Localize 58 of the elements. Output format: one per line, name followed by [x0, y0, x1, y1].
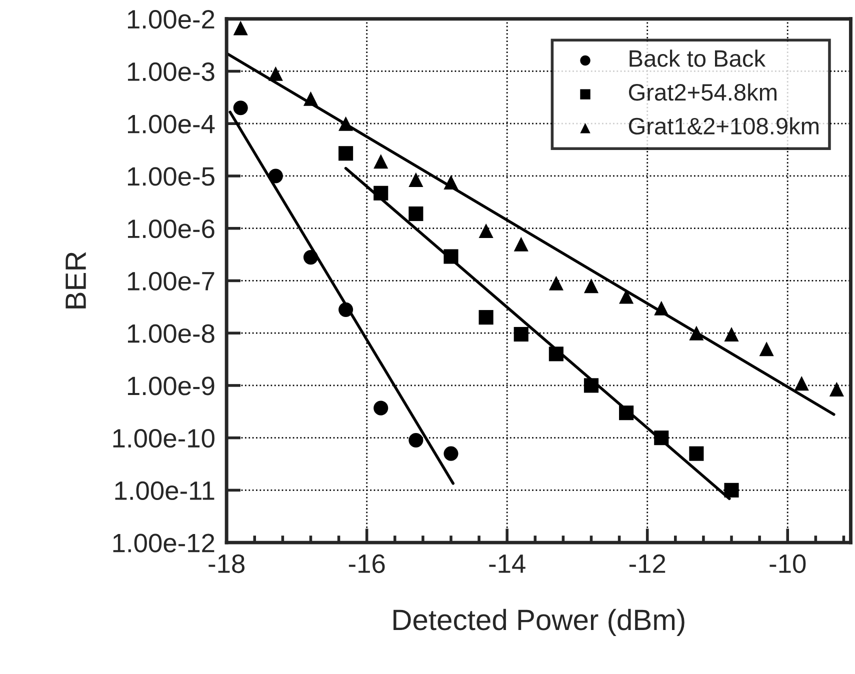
y-tick-label: 1.00e-10 — [113, 428, 214, 448]
point — [584, 378, 599, 393]
point — [619, 289, 634, 304]
y-tick-label: 1.00e-6 — [128, 219, 214, 238]
point — [654, 430, 669, 446]
point — [268, 168, 283, 184]
point — [724, 326, 739, 342]
y-tick-label: 1.00e-12 — [113, 534, 214, 552]
legend-label: Grat2+54.8km — [628, 83, 776, 101]
point — [233, 100, 248, 116]
legend-label: Back to Back — [630, 50, 766, 67]
point — [444, 249, 458, 264]
point — [829, 382, 844, 396]
point — [303, 91, 318, 106]
point — [338, 302, 354, 317]
y-tick-label: 1.00e-5 — [128, 167, 214, 186]
x-tick-label: -10 — [770, 554, 806, 574]
point — [233, 20, 248, 36]
y-tick-label: 1.00e-2 — [128, 10, 214, 29]
point — [619, 406, 634, 420]
point — [478, 223, 494, 238]
x-tick-label: -14 — [489, 554, 526, 573]
y-tick-label: 1.00e-8 — [128, 324, 214, 343]
point — [444, 174, 458, 190]
point — [374, 400, 388, 416]
point — [374, 186, 388, 200]
point — [303, 250, 318, 265]
y-tick-label: 1.00e-11 — [115, 481, 214, 500]
point — [514, 326, 528, 342]
legend-label: Grat1&2+108.9km — [628, 117, 818, 135]
point — [408, 172, 424, 187]
point — [548, 276, 564, 290]
y-tick-label: 1.00e-3 — [128, 62, 214, 82]
point — [478, 310, 494, 325]
point — [408, 432, 424, 448]
point — [268, 66, 283, 81]
point — [338, 146, 354, 161]
point — [759, 342, 774, 356]
y-axis-title: BER — [66, 252, 86, 308]
point — [408, 206, 424, 222]
y-tick-label: 1.00e-7 — [128, 272, 214, 291]
point — [444, 446, 458, 461]
point — [654, 300, 669, 316]
point — [689, 446, 704, 461]
point — [338, 116, 354, 131]
point — [724, 482, 739, 498]
point — [514, 236, 528, 252]
point — [689, 326, 704, 340]
x-tick-label: -12 — [629, 554, 666, 573]
x-tick-label: -16 — [348, 554, 385, 574]
x-axis-title: Detected Power (dBm) — [394, 608, 684, 636]
point — [548, 346, 564, 362]
point — [584, 278, 599, 294]
x-tick-label: -18 — [208, 554, 244, 574]
y-tick-label: 1.00e-9 — [128, 376, 214, 396]
point — [794, 376, 809, 391]
point — [374, 154, 388, 169]
y-tick-label: 1.00e-4 — [128, 114, 215, 134]
